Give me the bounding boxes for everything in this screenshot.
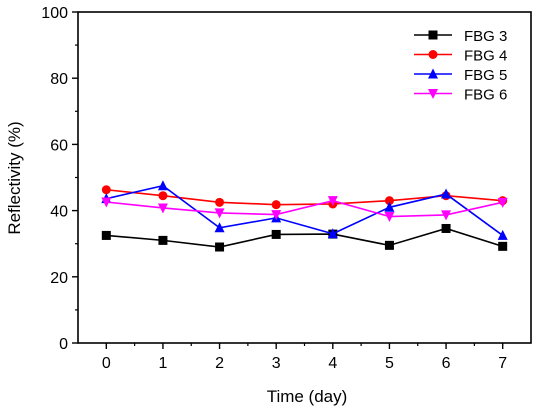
data-point xyxy=(158,191,168,201)
y-tick-label: 0 xyxy=(59,336,68,353)
data-point xyxy=(214,208,225,219)
series-group xyxy=(101,223,508,252)
data-point xyxy=(327,228,338,239)
legend-marker xyxy=(428,68,438,79)
series-line xyxy=(106,199,503,218)
data-point xyxy=(271,210,282,221)
data-point xyxy=(214,222,225,233)
data-point xyxy=(497,229,508,240)
data-point xyxy=(441,210,452,221)
x-tick-label: 5 xyxy=(385,355,394,372)
x-tick-label: 0 xyxy=(102,355,111,372)
x-tick-label: 7 xyxy=(498,355,507,372)
data-point xyxy=(384,212,395,223)
legend-marker xyxy=(428,30,438,40)
data-point xyxy=(215,242,225,252)
x-tick-label: 6 xyxy=(442,355,451,372)
y-tick-label: 60 xyxy=(50,137,68,154)
data-point xyxy=(157,203,168,214)
legend-label: FBG 5 xyxy=(464,67,507,84)
data-point xyxy=(271,200,281,210)
data-point xyxy=(215,197,225,207)
legend-label: FBG 6 xyxy=(464,87,507,104)
legend-marker xyxy=(428,50,438,59)
x-tick-label: 4 xyxy=(328,355,337,372)
data-point xyxy=(271,229,281,239)
series-line xyxy=(106,184,504,237)
y-tick-label: 80 xyxy=(50,71,68,88)
data-point xyxy=(498,241,508,251)
series-line xyxy=(106,227,503,248)
y-tick-label: 20 xyxy=(50,270,68,287)
y-tick-label: 40 xyxy=(50,204,68,221)
x-tick-label: 3 xyxy=(272,355,281,372)
data-point xyxy=(441,223,451,233)
data-point xyxy=(157,180,168,191)
legend-label: FBG 3 xyxy=(464,28,507,45)
data-point xyxy=(101,230,111,240)
data-point xyxy=(101,197,112,208)
data-point xyxy=(384,196,394,206)
x-tick-label: 2 xyxy=(215,355,224,372)
legend-marker xyxy=(428,89,438,99)
data-point xyxy=(101,185,111,195)
series-group xyxy=(101,196,508,223)
x-tick-label: 1 xyxy=(158,355,167,372)
y-tick-label: 100 xyxy=(41,5,68,22)
data-point xyxy=(158,235,168,245)
data-point xyxy=(384,201,395,212)
data-point xyxy=(327,196,338,207)
legend-label: FBG 4 xyxy=(464,48,507,65)
data-point xyxy=(384,240,394,250)
data-point xyxy=(441,188,452,199)
x-axis-title: Time (day) xyxy=(267,387,348,406)
data-point xyxy=(497,197,508,208)
y-axis-title: Reflectivity (%) xyxy=(5,121,24,234)
